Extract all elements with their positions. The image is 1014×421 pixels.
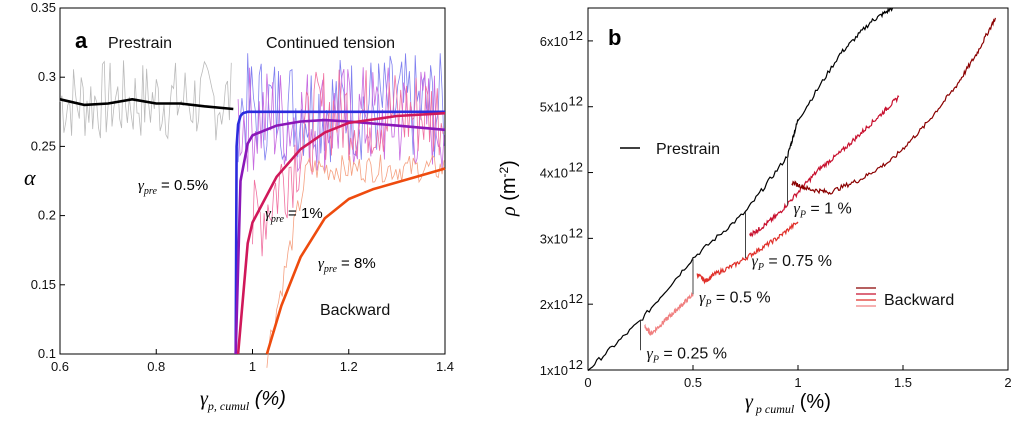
marker-label: γP = 0.75 %: [752, 253, 832, 273]
annotation-prestrain: Prestrain: [108, 35, 172, 52]
y-tick-label: 0.1: [38, 346, 56, 361]
panel-b-ylabel: ρ (m-2): [497, 160, 520, 217]
series-line-pre1: [236, 111, 446, 355]
marker-label: γP = 1 %: [794, 200, 852, 220]
x-tick-label: 0.8: [147, 359, 165, 374]
series-line-prestrain: [587, 7, 894, 372]
panel-a-label: a: [75, 28, 88, 53]
y-tick-label: 1x10: [540, 363, 568, 378]
y-tick-label: 3x10: [540, 231, 568, 246]
series-line-bw075: [749, 94, 900, 238]
annotation-backward: Backward: [320, 302, 390, 319]
series-line-bw025: [644, 291, 694, 336]
panel-a-xlabel: γp, cumul (%): [200, 388, 286, 413]
x-tick-label: 1.2: [340, 359, 358, 374]
series-line-bw05: [696, 221, 799, 285]
panel-b-xlabel: γ p cumul (%): [745, 391, 831, 416]
legend-backward-swatch: [856, 287, 876, 307]
prestrain-noise-trace: [59, 60, 232, 141]
marker-label: γP = 0.25 %: [647, 345, 727, 365]
series-line-pre8: [265, 167, 446, 355]
panel-b-frame: [587, 7, 1009, 371]
panel-b-series-lines: [587, 7, 996, 372]
panel-a-noise-traces: [59, 53, 445, 368]
y-tick-label: 5x10: [540, 100, 568, 115]
y-tick-label: 6x10: [540, 34, 568, 49]
legend-prestrain-label: Prestrain: [656, 141, 720, 158]
y-tick-exponent: 12: [569, 291, 583, 306]
y-tick-exponent: 12: [569, 94, 583, 109]
series-line-pre05b: [234, 118, 446, 355]
y-tick-exponent: 12: [569, 357, 583, 372]
legend-backward-label: Backward: [884, 292, 954, 309]
panel-a: 0.6 0.8 1 1.2 1.4 0.1 0.15 0.2 0.25 0.3 0.35 a Pre…: [24, 0, 454, 413]
series-line-prestrain: [59, 98, 234, 111]
x-tick-label: 0: [584, 375, 591, 390]
y-tick-exponent: 12: [569, 225, 583, 240]
panel-b-label: b: [608, 25, 621, 50]
x-tick-label: 0.5: [684, 375, 702, 390]
y-tick-label: 0.2: [38, 208, 56, 223]
panel-a-ylabel: α: [24, 165, 36, 190]
y-tick-label: 0.25: [31, 138, 56, 153]
x-tick-label: 1: [794, 375, 801, 390]
curve-label-pre8: γpre = 8%: [318, 255, 376, 275]
y-tick-label: 0.3: [38, 69, 56, 84]
annotation-continued-tension: Continued tension: [266, 35, 395, 52]
marker-label: γP = 0.5 %: [699, 289, 771, 309]
y-tick-label: 0.15: [31, 277, 56, 292]
series-line-pre05: [234, 110, 445, 355]
curve-label-pre05: γpre = 0.5%: [138, 177, 208, 197]
panel-b-prestrain-markers: γP = 0.25 % γP = 0.5 % γP = 0.75 % γP = 1 %: [640, 156, 852, 365]
panel-a-ticks: 0.6 0.8 1 1.2 1.4 0.1 0.15 0.2 0.25 0.3 0.35: [31, 0, 454, 374]
curve-label-pre1: γpre = 1%: [265, 205, 323, 225]
x-tick-label: 0.6: [51, 359, 69, 374]
y-tick-label: 0.35: [31, 0, 56, 15]
x-tick-label: 1: [249, 359, 256, 374]
x-tick-label: 1.5: [894, 375, 912, 390]
panel-a-series-lines: [59, 98, 446, 355]
pre8-noise-trace: [266, 154, 445, 368]
x-tick-label: 1.4: [436, 359, 454, 374]
y-tick-label: 2x10: [540, 297, 568, 312]
series-line-bw1: [791, 17, 996, 195]
y-tick-exponent: 12: [569, 28, 583, 43]
y-tick-exponent: 12: [569, 160, 583, 175]
y-tick-label: 4x10: [540, 166, 568, 181]
x-tick-label: 2: [1004, 375, 1011, 390]
pre05b-noise-trace: [237, 67, 445, 173]
